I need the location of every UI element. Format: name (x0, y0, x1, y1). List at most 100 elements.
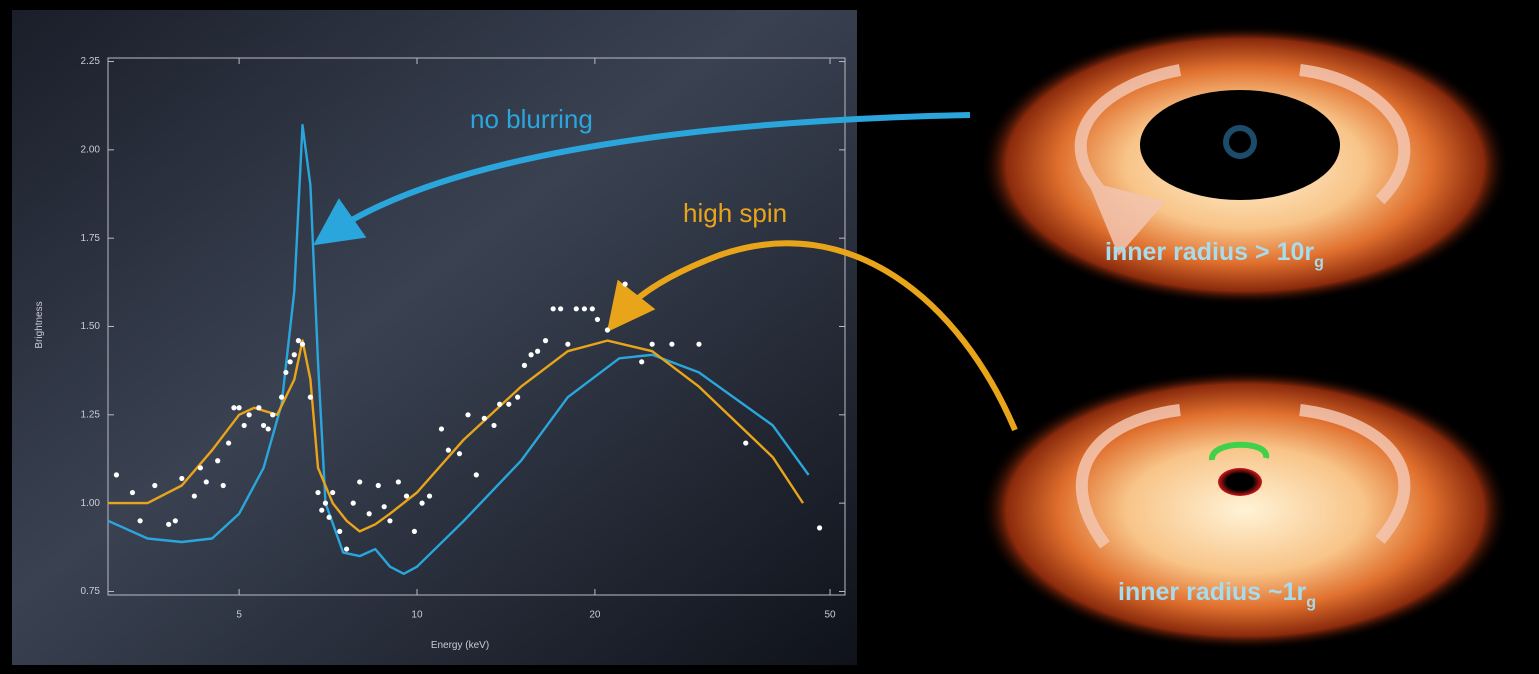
data-point (491, 423, 496, 428)
data-point (270, 412, 275, 417)
data-point (558, 306, 563, 311)
data-point (482, 416, 487, 421)
data-point (465, 412, 470, 417)
data-point (138, 518, 143, 523)
data-point (319, 508, 324, 513)
data-point (357, 479, 362, 484)
label-text: inner radius ~1r (1118, 578, 1307, 606)
data-point (198, 465, 203, 470)
label-text: inner radius > 10r (1105, 238, 1314, 266)
data-point (551, 306, 556, 311)
data-point (535, 349, 540, 354)
data-point (382, 504, 387, 509)
data-point (522, 363, 527, 368)
data-point (419, 501, 424, 506)
x-tick-label: 20 (589, 610, 601, 621)
data-point (582, 306, 587, 311)
y-tick-label: 1.25 (81, 409, 101, 420)
data-point (404, 493, 409, 498)
data-point (412, 529, 417, 534)
data-point (179, 476, 184, 481)
data-point (283, 370, 288, 375)
disk-outer (980, 370, 1510, 650)
data-point (529, 352, 534, 357)
data-point (296, 338, 301, 343)
data-point (376, 483, 381, 488)
data-point (344, 546, 349, 551)
y-tick-label: 1.00 (81, 498, 101, 509)
y-tick-label: 1.50 (81, 321, 101, 332)
data-point (565, 342, 570, 347)
data-point (266, 426, 271, 431)
data-point (506, 402, 511, 407)
chart: no blurring high spin inner radius > 10r… (0, 0, 1539, 674)
data-point (396, 479, 401, 484)
data-point (639, 359, 644, 364)
data-point (173, 518, 178, 523)
data-point (427, 493, 432, 498)
data-point (590, 306, 595, 311)
label-subscript: g (1314, 254, 1324, 271)
y-axis-label: Brightness (34, 301, 45, 348)
data-point (446, 448, 451, 453)
data-point (623, 282, 628, 287)
data-point (595, 317, 600, 322)
data-point (300, 342, 305, 347)
data-point (130, 490, 135, 495)
data-point (242, 423, 247, 428)
y-tick-label: 2.00 (81, 144, 101, 155)
data-point (574, 306, 579, 311)
data-point (192, 493, 197, 498)
y-tick-label: 1.75 (81, 233, 101, 244)
disk-hole (1218, 468, 1262, 496)
data-point (315, 490, 320, 495)
data-point (215, 458, 220, 463)
x-tick-label: 50 (824, 610, 836, 621)
data-point (743, 440, 748, 445)
data-point (226, 440, 231, 445)
data-point (696, 342, 701, 347)
data-point (351, 501, 356, 506)
data-point (237, 405, 242, 410)
annotation: no blurring (470, 104, 593, 134)
x-axis-label: Energy (keV) (431, 640, 489, 651)
data-point (337, 529, 342, 534)
page: no blurring high spin inner radius > 10r… (0, 0, 1539, 674)
x-tick-label: 5 (236, 610, 242, 621)
data-point (114, 472, 119, 477)
data-point (247, 412, 252, 417)
data-point (457, 451, 462, 456)
data-point (308, 395, 313, 400)
data-point (669, 342, 674, 347)
data-point (221, 483, 226, 488)
data-point (650, 342, 655, 347)
label-subscript: g (1306, 594, 1316, 611)
data-point (323, 501, 328, 506)
disk-hole (1140, 90, 1340, 200)
data-point (817, 525, 822, 530)
y-tick-label: 2.25 (81, 56, 101, 67)
data-point (497, 402, 502, 407)
data-point (166, 522, 171, 527)
data-point (474, 472, 479, 477)
data-point (439, 426, 444, 431)
data-point (204, 479, 209, 484)
data-point (330, 490, 335, 495)
data-point (387, 518, 392, 523)
data-point (279, 395, 284, 400)
data-point (367, 511, 372, 516)
annotation: high spin (683, 198, 787, 228)
data-point (231, 405, 236, 410)
data-point (605, 327, 610, 332)
data-point (152, 483, 157, 488)
chart-panel (12, 10, 857, 665)
data-point (256, 405, 261, 410)
data-point (261, 423, 266, 428)
data-point (292, 352, 297, 357)
data-point (326, 515, 331, 520)
data-point (543, 338, 548, 343)
data-point (515, 395, 520, 400)
y-tick-label: 0.75 (81, 586, 101, 597)
data-point (288, 359, 293, 364)
x-tick-label: 10 (411, 610, 423, 621)
